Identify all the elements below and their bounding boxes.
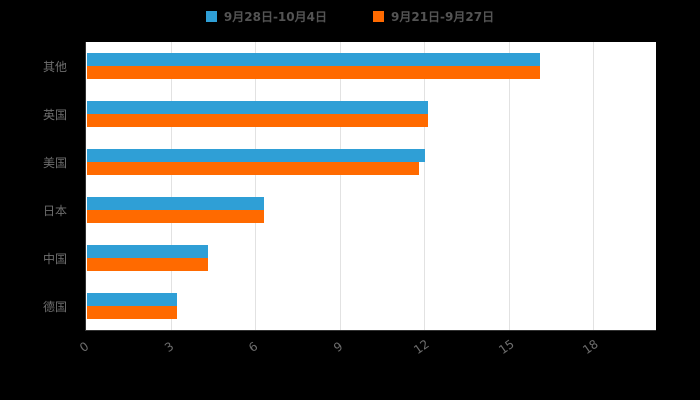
gridline-x-12 (424, 42, 425, 330)
x-axis-tick-12: 12 (411, 336, 432, 358)
legend-item-previous-week[interactable]: 9月21日-9月27日 (373, 8, 494, 25)
bar-德国-series-1 (87, 306, 178, 319)
y-axis-label-英国: 英国 (42, 108, 67, 122)
legend-label-current-week: 9月28日-10月4日 (223, 10, 327, 24)
gridline-x-9 (339, 42, 341, 330)
bar-德国-series-0 (87, 293, 178, 306)
bar-美国-series-0 (87, 149, 425, 162)
bar-中国-series-1 (87, 258, 209, 271)
gridline-x-3 (170, 42, 172, 330)
bar-美国-series-1 (87, 162, 420, 175)
bar-其他-series-0 (87, 53, 541, 66)
bar-中国-series-0 (87, 245, 209, 258)
x-axis-tick-9: 9 (330, 339, 345, 355)
gridline-x-15 (508, 42, 510, 330)
y-axis-label-中国: 中国 (42, 252, 67, 266)
gridline-x-18 (593, 42, 594, 330)
bar-日本-series-1 (87, 210, 265, 223)
bar-日本-series-0 (87, 197, 265, 210)
x-axis-tick-15: 15 (495, 336, 517, 358)
bar-其他-series-1 (87, 66, 541, 79)
gridline-x-6 (255, 42, 256, 330)
legend-label-previous-week: 9月21日-9月27日 (391, 10, 495, 24)
x-axis-tick-3: 3 (161, 339, 176, 355)
plot-area (85, 42, 656, 331)
legend-swatch-orange (373, 11, 384, 22)
bar-英国-series-0 (87, 101, 428, 114)
chart-legend: 9月28日-10月4日 9月21日-9月27日 (0, 8, 700, 25)
bar-英国-series-1 (87, 114, 428, 127)
y-axis-label-美国: 美国 (42, 156, 67, 170)
legend-item-current-week[interactable]: 9月28日-10月4日 (205, 8, 327, 25)
x-axis-tick-6: 6 (246, 339, 261, 355)
y-axis-label-其他: 其他 (42, 60, 67, 74)
y-axis-label-德国: 德国 (42, 300, 67, 314)
legend-swatch-blue (205, 11, 217, 22)
x-axis-tick-18: 18 (580, 336, 601, 358)
x-axis-tick-0: 0 (77, 339, 92, 355)
y-axis-label-日本: 日本 (42, 204, 67, 218)
